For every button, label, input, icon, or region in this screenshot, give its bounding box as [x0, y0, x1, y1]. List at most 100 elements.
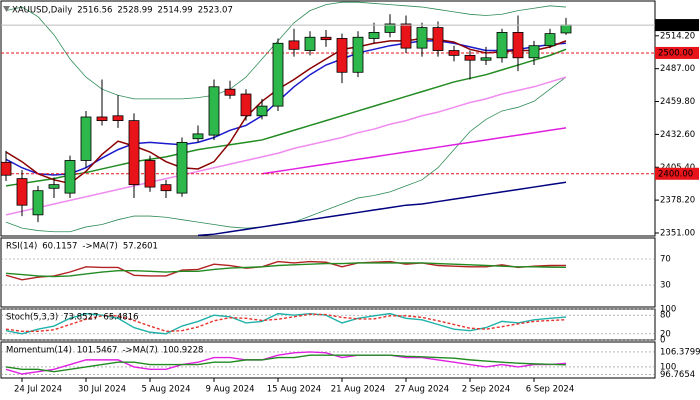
candle-body: [512, 32, 524, 59]
candle-body: [336, 38, 348, 73]
indicator-line: [5, 313, 567, 333]
candle-body: [144, 160, 156, 188]
candle-body: [0, 161, 12, 176]
candle-body: [544, 33, 556, 47]
panel-frame: [0, 341, 656, 379]
candle-body: [368, 32, 380, 39]
header-text: 60.1157: [42, 242, 77, 252]
header-text: 2514.99: [158, 6, 193, 16]
candle-body: [160, 184, 172, 192]
y-tick-label: 70: [660, 255, 671, 265]
y-tick-label: 2487.00: [660, 64, 695, 74]
header-text: 65.4816: [103, 313, 138, 323]
candle-body: [192, 133, 204, 140]
candle-body: [176, 141, 188, 194]
x-tick-label: 5 Aug 2024: [141, 385, 190, 395]
candle-body: [112, 115, 124, 122]
header-text: ->MA(7): [122, 346, 157, 356]
header-text: 100.9228: [163, 346, 204, 356]
candle-body: [528, 45, 540, 59]
y-tick-label: 100: [660, 362, 676, 372]
candle-body: [464, 54, 476, 61]
moving-average: [5, 40, 567, 176]
x-tick-label: 30 Jul 2024: [78, 385, 126, 395]
header-text: 57.2601: [123, 242, 158, 252]
header-text: RSI(14): [6, 242, 37, 252]
panel-frame: [0, 308, 656, 341]
moving-average: [261, 127, 567, 175]
x-tick-label: 6 Sep 2024: [526, 385, 574, 395]
panel-frame: [0, 0, 656, 237]
indicator-line: [5, 351, 567, 375]
moving-average: [5, 76, 567, 216]
y-tick-label: 0: [660, 336, 665, 346]
moving-average: [5, 37, 567, 185]
candle-body: [64, 160, 76, 194]
candle-body: [16, 178, 28, 206]
header-text: Stoch(5,3,3): [6, 313, 58, 323]
header-text: 73.8527: [63, 313, 98, 323]
candle-body: [32, 190, 44, 216]
candle-body: [416, 27, 428, 49]
indicator-line: [5, 354, 567, 373]
candle-body: [272, 42, 284, 107]
y-tick-label: 20: [660, 329, 671, 339]
candle-body: [448, 50, 460, 56]
level-box: [655, 46, 699, 59]
candle-body: [240, 93, 252, 117]
level-box: [655, 167, 699, 180]
x-tick-label: 9 Aug 2024: [205, 385, 254, 395]
indicator-line: [5, 260, 567, 281]
level-label: 2500.00: [658, 48, 693, 58]
header-text: 2523.07: [198, 6, 233, 16]
header-text: 2516.56: [77, 6, 112, 16]
y-tick-label: 30: [660, 281, 671, 291]
indicator-line: [5, 312, 567, 335]
candle-body: [48, 184, 60, 189]
y-tick-label: 2405.40: [660, 163, 695, 173]
x-tick-label: 27 Aug 2024: [395, 385, 449, 395]
moving-average: [5, 1, 567, 100]
price-box: [655, 19, 699, 32]
candle-body: [256, 105, 268, 117]
candle-body: [288, 40, 300, 50]
y-tick-label: 2432.60: [660, 130, 695, 140]
header-text: 2528.99: [117, 6, 152, 16]
candle-body: [496, 32, 508, 59]
x-tick-label: 21 Aug 2024: [331, 385, 385, 395]
y-tick-label: 2351.00: [660, 228, 695, 238]
indicator-line: [5, 262, 567, 278]
candle-body: [352, 36, 364, 73]
x-tick-label: 2 Sep 2024: [462, 385, 510, 395]
price-label: 2523.07: [658, 21, 693, 31]
y-tick-label: 100: [660, 305, 676, 315]
moving-average: [5, 48, 567, 187]
candle-body: [224, 88, 236, 96]
candle-body: [304, 36, 316, 51]
candle-body: [208, 86, 220, 136]
x-tick-label: 15 Aug 2024: [267, 385, 321, 395]
candle-body: [480, 57, 492, 61]
moving-average: [197, 181, 567, 237]
y-tick-label: 2514.20: [660, 31, 695, 41]
candle-body: [560, 24, 572, 34]
header-text: XAUUSD,Daily: [12, 6, 72, 16]
panel-frame: [0, 237, 656, 308]
y-tick-label: 106.3799: [660, 347, 700, 357]
y-tick-label: 2378.20: [660, 196, 695, 206]
candle-body: [80, 116, 92, 161]
x-tick-label: 24 Jul 2024: [14, 385, 62, 395]
header-text: Momentum(14): [6, 346, 72, 356]
candle-body: [400, 23, 412, 49]
header-text: 101.5467: [77, 346, 118, 356]
candle-body: [96, 116, 108, 122]
candle-body: [128, 120, 140, 186]
y-tick-label: 80: [660, 311, 671, 321]
candle-body: [432, 27, 444, 51]
y-tick-label: 96.7654: [660, 370, 695, 380]
level-label: 2400.00: [658, 169, 693, 179]
y-tick-label: 2459.80: [660, 97, 695, 107]
candle-body: [384, 23, 396, 33]
candle-body: [320, 36, 332, 41]
